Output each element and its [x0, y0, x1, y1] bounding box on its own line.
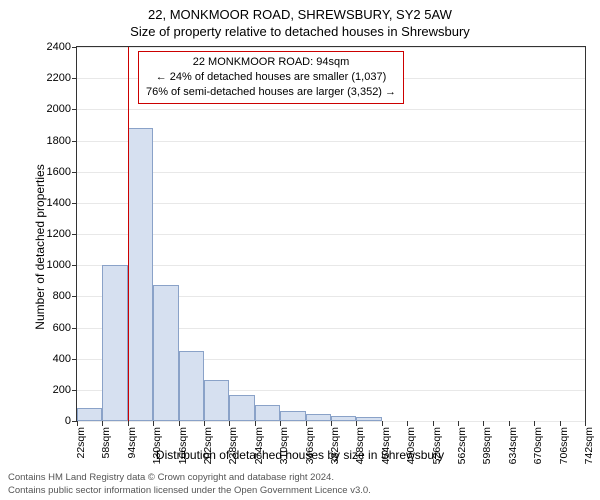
ytick-label: 1200 — [47, 228, 77, 240]
annotation-line: ← 24% of detached houses are smaller (1,… — [146, 70, 396, 85]
annotation-box: 22 MONKMOOR ROAD: 94sqm← 24% of detached… — [138, 51, 404, 104]
gridline — [77, 234, 585, 235]
xtick-label: 706sqm — [558, 427, 570, 464]
xtick-mark — [458, 421, 459, 426]
xtick-mark — [534, 421, 535, 426]
histogram-bar — [153, 285, 178, 421]
xtick-mark — [229, 421, 230, 426]
xtick-label: 346sqm — [304, 427, 316, 464]
xtick-label: 238sqm — [227, 427, 239, 464]
ytick-label: 1400 — [47, 197, 77, 209]
ytick-label: 400 — [53, 353, 77, 365]
xtick-label: 310sqm — [278, 427, 290, 464]
gridline — [77, 172, 585, 173]
xtick-mark — [331, 421, 332, 426]
gridline — [77, 47, 585, 48]
ytick-label: 800 — [53, 290, 77, 302]
xtick-mark — [560, 421, 561, 426]
xtick-mark — [356, 421, 357, 426]
histogram-bar — [229, 395, 254, 421]
xtick-mark — [128, 421, 129, 426]
xtick-label: 202sqm — [202, 427, 214, 464]
xtick-mark — [382, 421, 383, 426]
ytick-label: 2000 — [47, 103, 77, 115]
histogram-bar — [280, 411, 305, 421]
chart-area: 0200400600800100012001400160018002000220… — [76, 46, 586, 422]
xtick-label: 418sqm — [354, 427, 366, 464]
xtick-mark — [433, 421, 434, 426]
xtick-label: 130sqm — [151, 427, 163, 464]
gridline — [77, 265, 585, 266]
histogram-bar — [128, 128, 153, 421]
xtick-mark — [585, 421, 586, 426]
title-sub: Size of property relative to detached ho… — [0, 24, 600, 39]
ytick-label: 2200 — [47, 72, 77, 84]
xtick-label: 598sqm — [481, 427, 493, 464]
gridline — [77, 109, 585, 110]
reference-line — [128, 47, 129, 421]
xtick-label: 670sqm — [532, 427, 544, 464]
plot-area: 0200400600800100012001400160018002000220… — [77, 47, 585, 421]
ytick-label: 600 — [53, 322, 77, 334]
xtick-mark — [204, 421, 205, 426]
histogram-bar — [306, 414, 331, 421]
footer-line-1: Contains HM Land Registry data © Crown c… — [8, 472, 592, 484]
xtick-label: 274sqm — [253, 427, 265, 464]
xtick-mark — [483, 421, 484, 426]
histogram-bar — [179, 351, 204, 421]
ytick-label: 2400 — [47, 41, 77, 53]
xtick-label: 382sqm — [329, 427, 341, 464]
xtick-mark — [407, 421, 408, 426]
xtick-label: 634sqm — [507, 427, 519, 464]
xtick-label: 562sqm — [456, 427, 468, 464]
y-axis-label: Number of detached properties — [33, 117, 47, 377]
xtick-mark — [509, 421, 510, 426]
xtick-mark — [280, 421, 281, 426]
histogram-bar — [102, 265, 127, 421]
xtick-mark — [102, 421, 103, 426]
annotation-line: 22 MONKMOOR ROAD: 94sqm — [146, 55, 396, 70]
gridline — [77, 141, 585, 142]
xtick-mark — [179, 421, 180, 426]
xtick-label: 490sqm — [405, 427, 417, 464]
xtick-label: 166sqm — [177, 427, 189, 464]
xtick-label: 94sqm — [126, 427, 138, 459]
xtick-label: 526sqm — [431, 427, 443, 464]
xtick-mark — [306, 421, 307, 426]
xtick-mark — [255, 421, 256, 426]
annotation-line: 76% of semi-detached houses are larger (… — [146, 85, 396, 100]
gridline — [77, 203, 585, 204]
xtick-mark — [153, 421, 154, 426]
figure: 22, MONKMOOR ROAD, SHREWSBURY, SY2 5AW S… — [0, 0, 600, 500]
histogram-bar — [331, 416, 356, 421]
histogram-bar — [356, 417, 381, 421]
histogram-bar — [255, 405, 280, 421]
ytick-label: 1600 — [47, 166, 77, 178]
histogram-bar — [77, 408, 102, 421]
xtick-label: 58sqm — [100, 427, 112, 459]
ytick-label: 0 — [65, 415, 77, 427]
ytick-label: 200 — [53, 384, 77, 396]
title-main: 22, MONKMOOR ROAD, SHREWSBURY, SY2 5AW — [0, 7, 600, 22]
histogram-bar — [204, 380, 229, 421]
ytick-label: 1800 — [47, 135, 77, 147]
xtick-mark — [77, 421, 78, 426]
ytick-label: 1000 — [47, 259, 77, 271]
xtick-label: 742sqm — [583, 427, 595, 464]
xtick-label: 22sqm — [75, 427, 87, 459]
footer-line-2: Contains public sector information licen… — [8, 485, 592, 497]
xtick-label: 454sqm — [380, 427, 392, 464]
footer-attribution: Contains HM Land Registry data © Crown c… — [8, 472, 592, 497]
